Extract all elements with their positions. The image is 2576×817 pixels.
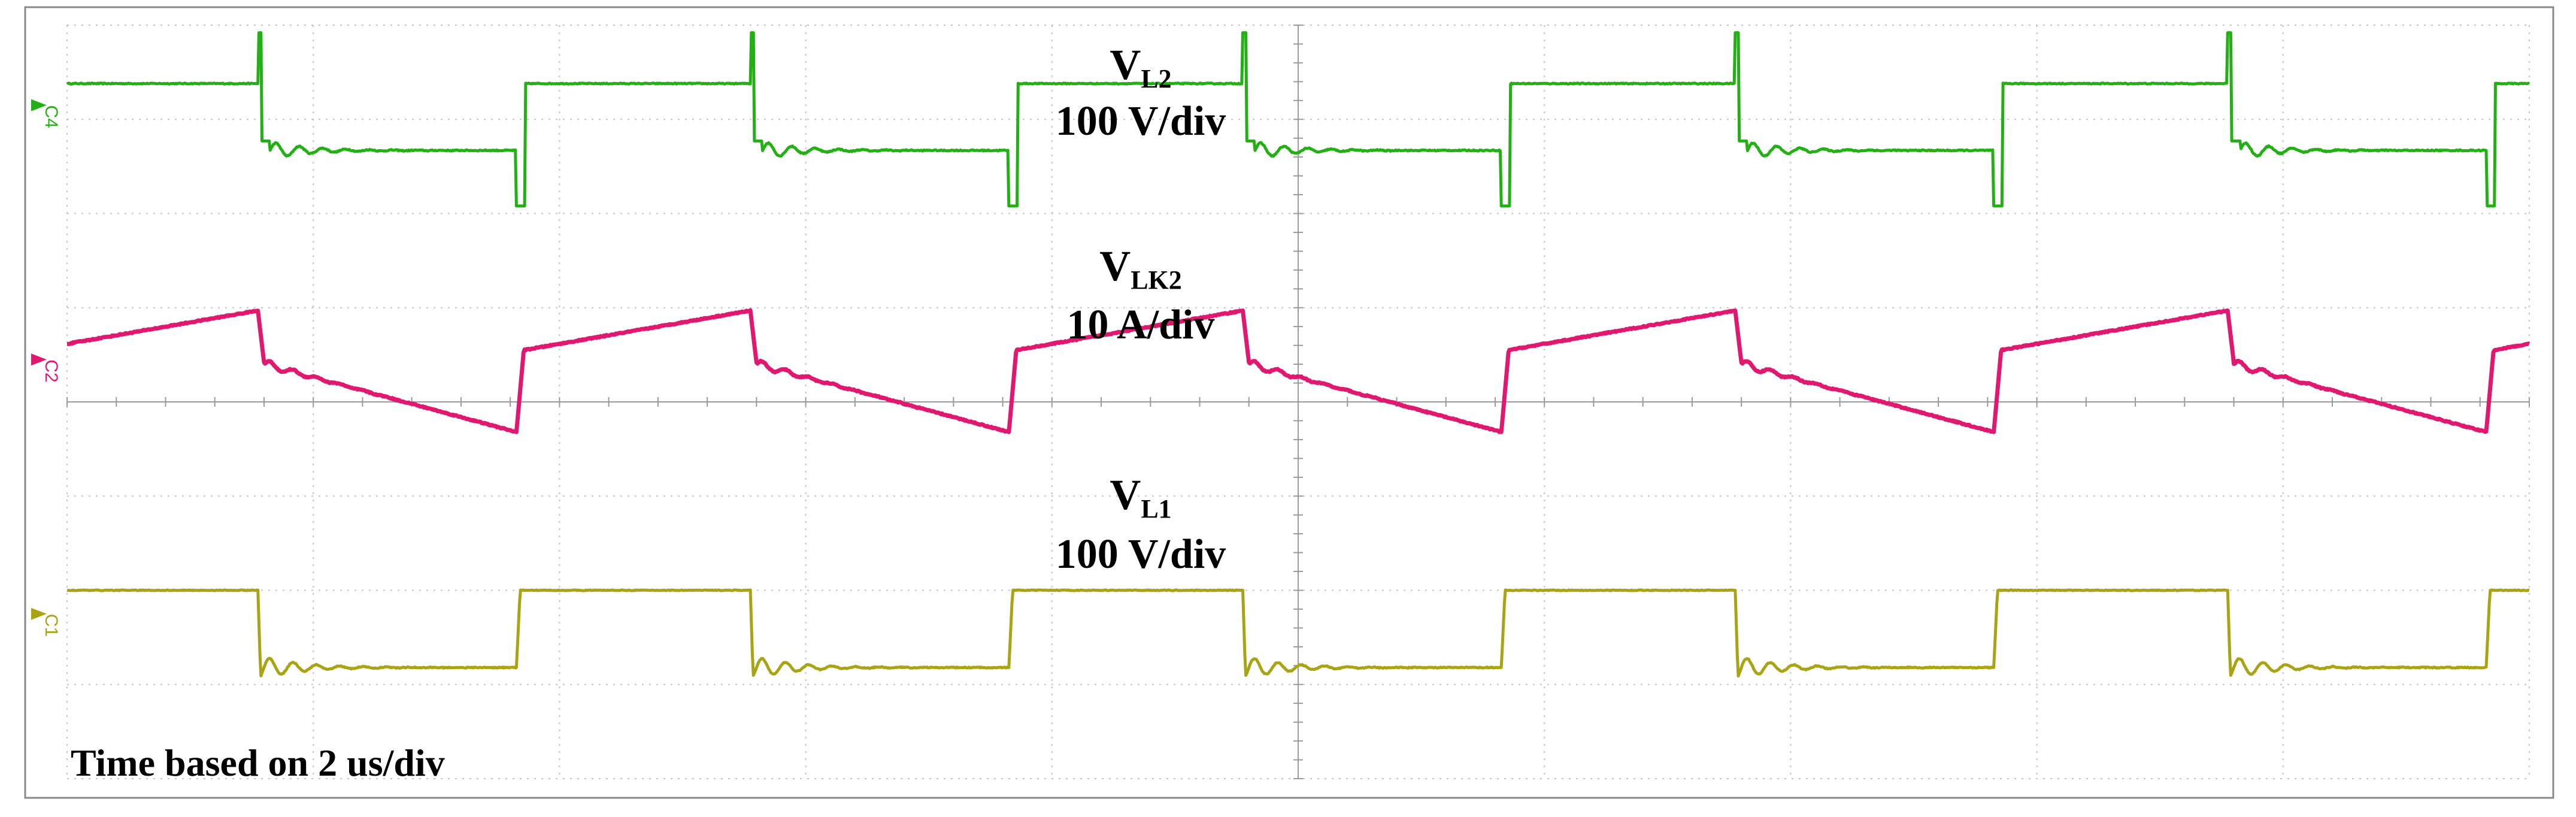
channel-markers: C4 C2 C1 [31,99,61,637]
time-base-label: Time based on 2 us/div [71,742,445,784]
trace-name-main-vl2: V [1110,41,1141,89]
trace-name-sub-ilk2: LK2 [1131,265,1182,295]
channel-marker-ilk2: C2 [41,359,61,382]
trace-scale-ilk2: 10 A/div [1066,302,1214,348]
grid [66,25,2530,779]
trace-vl1 [66,588,2530,678]
channel-marker-arrow-ilk2 [31,353,47,366]
plot-frame [24,6,2554,799]
trace-ilk2 [66,308,2530,434]
trace-vl2 [66,31,2530,208]
trace-name-main-ilk2: V [1099,242,1131,290]
trace-name-vl1: VL1 [1110,471,1171,524]
channel-marker-vl1: C1 [41,614,61,637]
traces [66,31,2530,678]
channel-marker-arrow-vl1 [31,607,47,620]
trace-name-sub-vl1: L1 [1141,494,1171,524]
trace-name-ilk2: VLK2 [1099,242,1182,295]
trace-name-sub-vl2: L2 [1141,64,1171,93]
channel-marker-arrow-vl2 [31,99,47,111]
trace-scale-vl2: 100 V/div [1056,98,1226,144]
trace-scale-vl1: 100 V/div [1056,531,1226,577]
channel-marker-vl2: C4 [41,105,61,128]
trace-name-vl2: VL2 [1110,41,1171,93]
trace-name-main-vl1: V [1110,471,1141,519]
